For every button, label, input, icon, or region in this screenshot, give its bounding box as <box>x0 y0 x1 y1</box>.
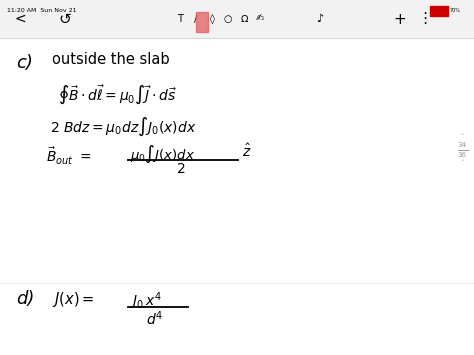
Text: ◊: ◊ <box>210 14 214 24</box>
Text: 70%: 70% <box>450 9 461 13</box>
Text: T: T <box>177 14 183 24</box>
Text: 11:20 AM  Sun Nov 21: 11:20 AM Sun Nov 21 <box>7 8 76 13</box>
Text: $\oint \vec{B} \cdot d\vec{\ell} = \mu_0 \int \vec{J} \cdot d\vec{s}$: $\oint \vec{B} \cdot d\vec{\ell} = \mu_0… <box>58 84 177 107</box>
Text: ˄: ˄ <box>460 134 464 140</box>
Bar <box>0 0 474 38</box>
Text: ⋮: ⋮ <box>418 11 433 27</box>
Text: $2$: $2$ <box>176 162 185 176</box>
Bar <box>196 12 208 32</box>
Text: d): d) <box>16 290 35 308</box>
Text: $d^4$: $d^4$ <box>146 309 164 328</box>
Text: c): c) <box>16 54 33 72</box>
Text: $2\ Bdz = \mu_0 dz \int J_0(x)dx$: $2\ Bdz = \mu_0 dz \int J_0(x)dx$ <box>50 116 197 138</box>
Text: ○: ○ <box>224 14 232 24</box>
Text: $J_0\, x^4$: $J_0\, x^4$ <box>130 290 162 312</box>
Text: $\mu_0 \int J(x)dx$: $\mu_0 \int J(x)dx$ <box>130 143 195 165</box>
Text: ✍: ✍ <box>256 14 264 24</box>
Text: ∕: ∕ <box>194 14 198 24</box>
Text: +: + <box>393 11 406 27</box>
Text: $\vec{B}_{out}\ =$: $\vec{B}_{out}\ =$ <box>46 146 91 167</box>
Text: ↺: ↺ <box>59 11 72 27</box>
Text: 36: 36 <box>457 152 466 158</box>
Text: $J(x) =$: $J(x) =$ <box>52 290 94 309</box>
Text: ˅: ˅ <box>460 160 464 166</box>
Text: $\hat{z}$: $\hat{z}$ <box>242 143 252 160</box>
Bar <box>430 6 448 16</box>
Text: ♪: ♪ <box>317 14 324 24</box>
Text: Ω: Ω <box>240 14 248 24</box>
Text: <: < <box>14 12 26 26</box>
Text: outside the slab: outside the slab <box>52 52 170 67</box>
Text: 34: 34 <box>457 142 466 148</box>
